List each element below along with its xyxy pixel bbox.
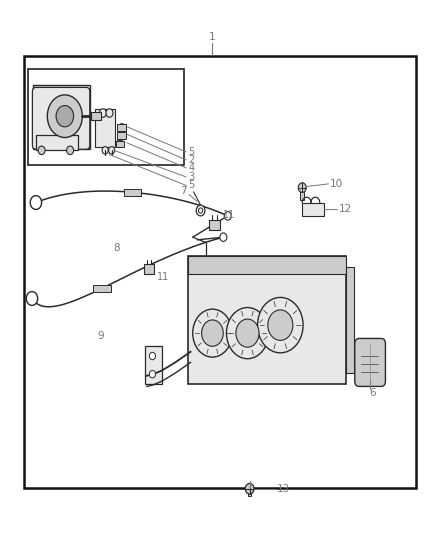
Bar — [188, 256, 346, 384]
Bar — [117, 132, 126, 139]
Circle shape — [56, 106, 74, 127]
Bar — [116, 141, 124, 147]
Circle shape — [220, 233, 227, 241]
Circle shape — [102, 147, 108, 154]
Bar — [145, 346, 162, 384]
Circle shape — [109, 147, 115, 154]
Bar — [300, 190, 304, 200]
Bar — [302, 203, 324, 216]
Text: 6: 6 — [369, 388, 376, 398]
Bar — [144, 264, 154, 274]
FancyBboxPatch shape — [32, 87, 90, 149]
Text: 12: 12 — [339, 205, 352, 214]
Circle shape — [201, 320, 223, 346]
Text: 3: 3 — [188, 172, 194, 182]
Bar — [124, 189, 141, 196]
Circle shape — [26, 292, 38, 305]
Text: 10: 10 — [330, 179, 343, 189]
Circle shape — [298, 183, 306, 192]
Text: 4: 4 — [188, 163, 194, 173]
Circle shape — [196, 205, 205, 216]
Text: 9: 9 — [97, 331, 104, 341]
Circle shape — [106, 109, 113, 117]
Text: 8: 8 — [113, 243, 120, 253]
Circle shape — [268, 310, 293, 341]
Text: 1: 1 — [209, 33, 216, 42]
Circle shape — [198, 208, 203, 213]
Bar — [346, 266, 354, 373]
Circle shape — [258, 297, 303, 353]
Circle shape — [193, 309, 232, 357]
Circle shape — [118, 124, 125, 132]
Text: 11: 11 — [223, 211, 235, 220]
Circle shape — [116, 140, 122, 148]
Circle shape — [118, 132, 125, 140]
Text: 7: 7 — [180, 186, 187, 196]
Circle shape — [226, 308, 268, 359]
Circle shape — [30, 196, 42, 209]
Bar — [24, 56, 416, 488]
Bar — [28, 69, 184, 165]
Bar — [209, 220, 220, 230]
Bar — [117, 124, 126, 131]
Circle shape — [67, 146, 74, 155]
Bar — [93, 285, 111, 292]
Bar — [91, 112, 101, 120]
Text: 11: 11 — [157, 272, 169, 282]
Text: 5: 5 — [188, 147, 194, 157]
FancyBboxPatch shape — [355, 338, 385, 386]
Bar — [188, 256, 346, 274]
Circle shape — [149, 352, 155, 360]
Bar — [248, 487, 251, 496]
Bar — [36, 135, 78, 150]
Bar — [33, 85, 90, 149]
Circle shape — [224, 212, 231, 220]
Text: 2: 2 — [188, 155, 194, 165]
Bar — [95, 109, 115, 147]
Circle shape — [99, 109, 106, 117]
Text: 5: 5 — [188, 181, 194, 190]
Circle shape — [47, 95, 82, 138]
Circle shape — [38, 146, 45, 155]
Circle shape — [149, 370, 155, 378]
Text: 13: 13 — [277, 484, 290, 494]
Circle shape — [245, 483, 254, 494]
Circle shape — [236, 319, 259, 347]
